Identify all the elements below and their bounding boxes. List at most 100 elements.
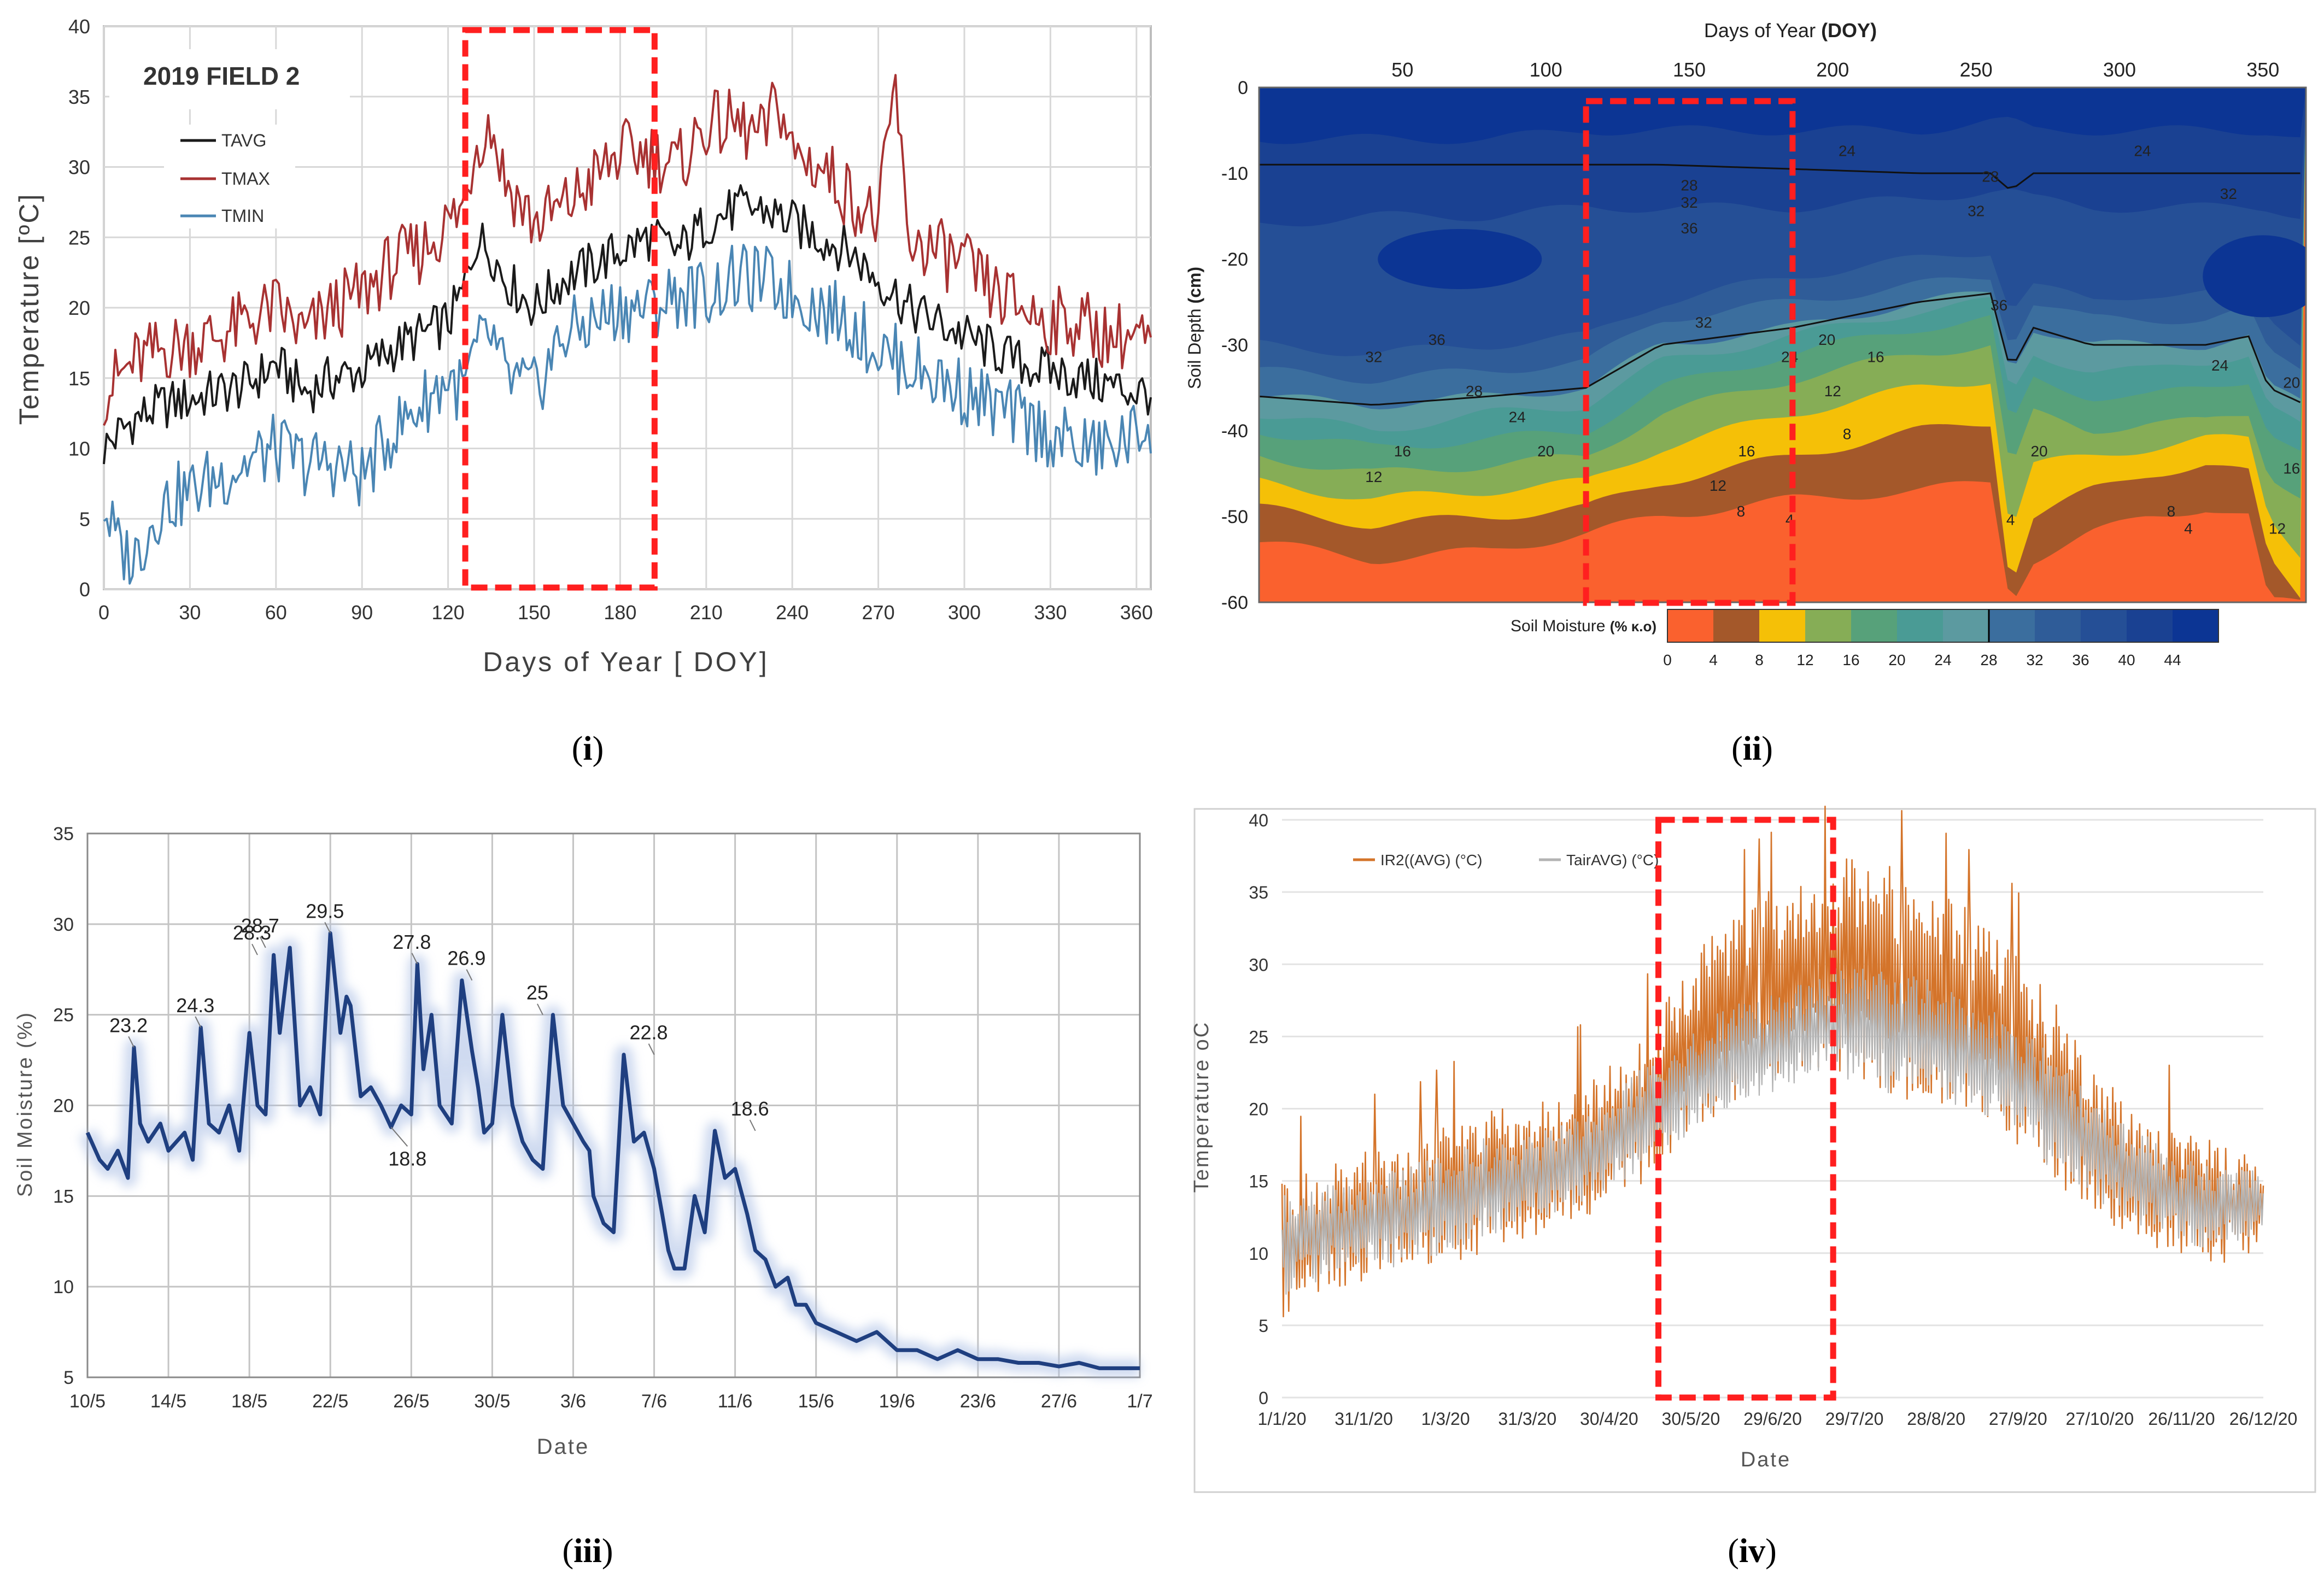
panel-iii-data-labels: 23.2 24.3 28.328.7 29.5 18.8 27.8 26.9 25 22.8 18… (109, 900, 769, 1170)
colorbar (1667, 609, 2219, 643)
y-tick-label: 25 (68, 226, 90, 249)
panel-iii-plot-frame (86, 832, 1141, 1378)
contour-label: 16 (1738, 443, 1755, 460)
contour-label: 8 (2167, 503, 2176, 520)
series-line-tmax (103, 74, 1152, 426)
x-tick-label: 31/1/20 (1334, 1409, 1393, 1429)
panel-iii-soil-moisture-line: 23.2 24.3 28.328.7 29.5 18.8 27.8 26.9 25 22.8 18… (14, 824, 1153, 1459)
soil-moisture-line-shadow (79, 924, 1140, 1378)
x-tick-label: 30/4/20 (1580, 1409, 1638, 1429)
panel-label-paren-close: ) (602, 1533, 613, 1570)
x-tick-label: 1/3/20 (1421, 1409, 1470, 1429)
panel-iv-temperature-chart: 1/1/20 31/1/20 1/3/20 31/3/20 30/4/20 30/5/20… (1190, 806, 2316, 1493)
data-label: 25 (526, 982, 548, 1004)
data-label: 23.2 (109, 1014, 148, 1036)
contour-label: 24 (2211, 357, 2228, 374)
data-label-leader (411, 953, 418, 965)
colorbar-tick-label: 32 (2026, 651, 2043, 668)
contour-label: 12 (1365, 468, 1382, 485)
panel-ii-y-ticks: 0 -10 -20 -30 -40 -50 -60 (1221, 78, 1248, 613)
contour-label: 32 (2220, 185, 2237, 202)
y-tick-label: -10 (1221, 163, 1248, 184)
contour-label: 16 (1867, 348, 1884, 365)
contour-label: 4 (2184, 520, 2193, 537)
colorbar-tick-label: 24 (1934, 651, 1951, 668)
panel-label-letter: i (583, 730, 592, 767)
contour-label: 28 (1982, 168, 1999, 185)
colorbar-swatch (2035, 609, 2081, 642)
data-label-leader (251, 943, 258, 955)
contour-label: 24 (2134, 143, 2151, 160)
y-tick-label: 5 (63, 1367, 74, 1388)
data-label: 24.3 (176, 994, 214, 1017)
panel-label-letter: iii (573, 1533, 602, 1570)
y-tick-label: 10 (53, 1277, 74, 1298)
contour-line-28-top (1259, 163, 2300, 189)
y-tick-label: 30 (53, 914, 74, 935)
x-tick-label: 15/6 (798, 1391, 834, 1412)
contour-label: 32 (1695, 314, 1712, 331)
y-tick-label: 25 (53, 1005, 74, 1026)
contour-label: 20 (2283, 374, 2300, 391)
x-tick-label: 28/8/20 (1907, 1409, 1965, 1429)
panel-iv-x-axis-label: Date (1741, 1448, 1791, 1471)
x-tick-label: 30/5/20 (1662, 1409, 1720, 1429)
panel-label-paren-open: ( (1728, 1533, 1739, 1570)
colorbar-tick-label: 20 (1888, 651, 1905, 668)
data-label-leader (259, 936, 266, 948)
panel-iii-x-axis-label: Date (537, 1435, 590, 1459)
series-line-tair (1281, 968, 2264, 1295)
panel-i-title: 2019 FIELD 2 (143, 62, 300, 90)
x-tick-label: 120 (432, 601, 465, 624)
data-label: 28.7 (241, 914, 279, 937)
x-tick-label: 18/5 (231, 1391, 267, 1412)
contour-label: 16 (1394, 443, 1411, 460)
x-tick-label: 19/6 (879, 1391, 915, 1412)
x-tick-label: 22/5 (312, 1391, 348, 1412)
y-tick-label: 20 (1249, 1100, 1268, 1119)
legend-label-tair: TairAVG) (°C) (1566, 852, 1659, 868)
colorbar-label-unit: (% κ.ο) (1610, 618, 1656, 635)
contour-label: 20 (2030, 443, 2047, 460)
contour-core-wet (2203, 235, 2306, 318)
colorbar-tick-label: 8 (1755, 651, 1764, 668)
legend-label-tavg: TAVG (221, 131, 266, 150)
x-tick-label: 240 (776, 601, 809, 624)
legend-label-tmin: TMIN (221, 206, 264, 226)
series-line-tmin (103, 244, 1152, 585)
panel-ii-soil-moisture-contour: Days of Year (DOY) 50 100 150 200 250 300 350 … (1185, 19, 2307, 668)
y-tick-label: -50 (1221, 507, 1248, 527)
y-tick-label: 25 (1249, 1027, 1268, 1047)
x-tick-label: 7/6 (641, 1391, 667, 1412)
panel-iv-highlight-box (1655, 817, 1836, 1401)
x-tick-label: 30/5 (474, 1391, 510, 1412)
panel-iv-x-ticks: 1/1/20 31/1/20 1/3/20 31/3/20 30/4/20 30/5/20… (1258, 1409, 2298, 1429)
data-label: 27.8 (393, 931, 431, 953)
contour-label: 28 (1681, 177, 1697, 193)
x-tick-label: 1/7 (1127, 1391, 1152, 1412)
x-tick-label: 26/11/20 (2148, 1409, 2215, 1429)
y-tick-label: 40 (68, 15, 90, 38)
contour-label: 24 (1839, 143, 1855, 160)
y-tick-label: 35 (68, 86, 90, 108)
y-tick-label: 20 (53, 1096, 74, 1117)
colorbar-swatch (1759, 609, 1805, 642)
data-label-leader (128, 1036, 135, 1048)
panel-ii-x-ticks: 50 100 150 200 250 300 350 (1391, 58, 2279, 81)
x-tick-label: 350 (2246, 58, 2279, 81)
y-tick-label: 5 (1258, 1316, 1268, 1336)
y-tick-label: 15 (1249, 1172, 1268, 1191)
data-label: 26.9 (447, 947, 485, 970)
contour-label: 32 (1968, 203, 1985, 220)
x-tick-label: 3/6 (560, 1391, 586, 1412)
colorbar-swatch (1805, 609, 1851, 642)
colorbar-swatch (1713, 609, 1759, 642)
x-tick-label: 1/1/20 (1258, 1409, 1307, 1429)
colorbar-swatch (1897, 609, 1943, 642)
x-tick-label: 11/6 (718, 1391, 753, 1412)
y-tick-label: -20 (1221, 249, 1248, 270)
colorbar-swatch (1667, 609, 1713, 642)
panel-i-title-box (109, 49, 350, 109)
panel-iv-y-axis-label: Temperature oC (1190, 1021, 1213, 1193)
panel-label-letter: ii (1743, 730, 1761, 767)
